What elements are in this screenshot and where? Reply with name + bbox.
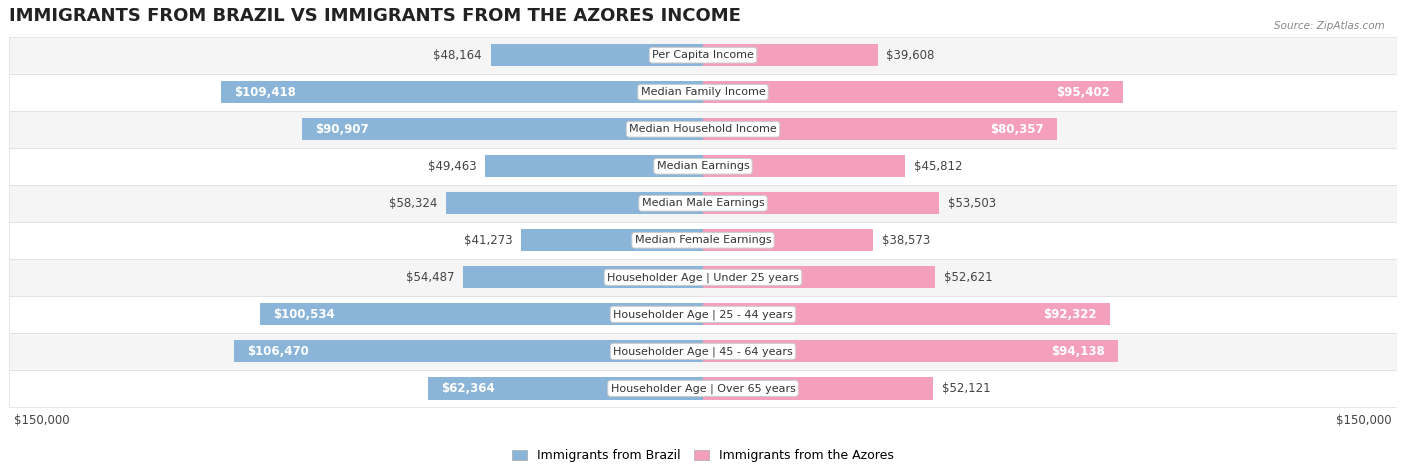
Bar	[8, 333, 1398, 370]
Bar	[8, 296, 1398, 333]
Text: Source: ZipAtlas.com: Source: ZipAtlas.com	[1274, 21, 1385, 31]
Text: $106,470: $106,470	[247, 345, 309, 358]
Text: Householder Age | Over 65 years: Householder Age | Over 65 years	[610, 383, 796, 394]
Text: $45,812: $45,812	[914, 160, 962, 173]
Bar	[703, 192, 939, 214]
Text: $109,418: $109,418	[233, 86, 295, 99]
Text: $94,138: $94,138	[1050, 345, 1105, 358]
Text: $54,487: $54,487	[405, 271, 454, 284]
Bar	[703, 340, 1118, 362]
Text: $49,463: $49,463	[427, 160, 477, 173]
Bar	[463, 266, 703, 289]
Bar	[8, 185, 1398, 222]
Text: Median Household Income: Median Household Income	[628, 124, 778, 134]
Text: $58,324: $58,324	[388, 197, 437, 210]
Bar	[703, 155, 905, 177]
Bar	[485, 155, 703, 177]
Bar	[703, 229, 873, 251]
Text: $39,608: $39,608	[886, 49, 935, 62]
Text: Median Male Earnings: Median Male Earnings	[641, 198, 765, 208]
Bar	[8, 222, 1398, 259]
Bar	[8, 74, 1398, 111]
Legend: Immigrants from Brazil, Immigrants from the Azores: Immigrants from Brazil, Immigrants from …	[513, 449, 893, 462]
Text: Householder Age | 25 - 44 years: Householder Age | 25 - 44 years	[613, 309, 793, 319]
Bar	[8, 259, 1398, 296]
Text: $52,621: $52,621	[943, 271, 993, 284]
Bar	[491, 44, 703, 66]
Text: $95,402: $95,402	[1056, 86, 1111, 99]
Bar	[703, 303, 1109, 325]
Bar	[8, 111, 1398, 148]
Bar	[8, 148, 1398, 185]
Text: $90,907: $90,907	[315, 123, 370, 136]
Text: $80,357: $80,357	[990, 123, 1043, 136]
Text: Median Family Income: Median Family Income	[641, 87, 765, 97]
Text: $92,322: $92,322	[1043, 308, 1097, 321]
Text: Householder Age | 45 - 64 years: Householder Age | 45 - 64 years	[613, 346, 793, 357]
Bar	[703, 81, 1123, 103]
Text: $100,534: $100,534	[273, 308, 335, 321]
Bar	[446, 192, 703, 214]
Text: Median Female Earnings: Median Female Earnings	[634, 235, 772, 245]
Bar	[8, 370, 1398, 407]
Text: Median Earnings: Median Earnings	[657, 161, 749, 171]
Bar	[703, 266, 935, 289]
Text: $52,121: $52,121	[942, 382, 990, 395]
Text: $38,573: $38,573	[882, 234, 931, 247]
Bar	[703, 377, 932, 399]
Text: $48,164: $48,164	[433, 49, 482, 62]
Bar	[302, 118, 703, 141]
Text: Householder Age | Under 25 years: Householder Age | Under 25 years	[607, 272, 799, 283]
Bar	[429, 377, 703, 399]
Bar	[8, 37, 1398, 74]
Bar	[260, 303, 703, 325]
Bar	[703, 118, 1057, 141]
Bar	[522, 229, 703, 251]
Bar	[221, 81, 703, 103]
Text: IMMIGRANTS FROM BRAZIL VS IMMIGRANTS FROM THE AZORES INCOME: IMMIGRANTS FROM BRAZIL VS IMMIGRANTS FRO…	[8, 7, 741, 25]
Text: $62,364: $62,364	[441, 382, 495, 395]
Bar	[703, 44, 877, 66]
Text: $53,503: $53,503	[948, 197, 995, 210]
Text: Per Capita Income: Per Capita Income	[652, 50, 754, 60]
Text: $41,273: $41,273	[464, 234, 512, 247]
Bar	[233, 340, 703, 362]
